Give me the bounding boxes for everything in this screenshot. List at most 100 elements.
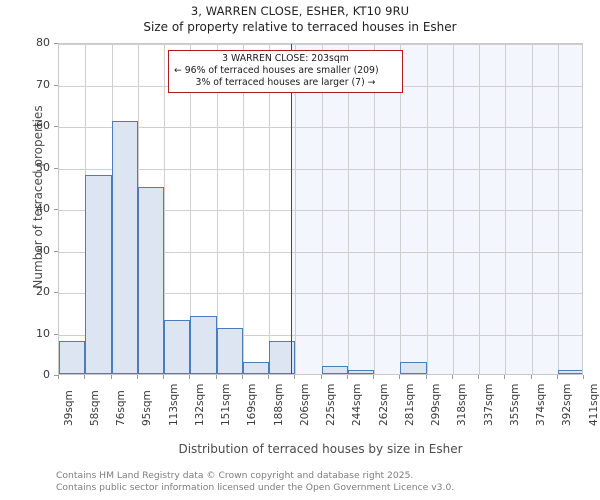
gridline-h — [59, 168, 582, 170]
x-tick-label: 299sqm — [430, 383, 442, 426]
annotation-larger-percent: 3% of terraced houses are larger (7) → — [195, 76, 376, 88]
chart-title: 3, WARREN CLOSE, ESHER, KT10 9RU — [190, 4, 410, 18]
histogram-bar — [242, 361, 269, 374]
y-tick-mark — [54, 333, 58, 335]
x-tick-mark — [530, 375, 532, 379]
histogram-bar — [164, 320, 191, 374]
histogram-bar — [400, 361, 427, 374]
y-tick-mark — [54, 84, 58, 86]
y-tick-label: 10 — [36, 326, 50, 340]
histogram-bar — [347, 369, 374, 374]
x-tick-label: 411sqm — [587, 383, 600, 426]
x-tick-label: 262sqm — [377, 383, 390, 426]
x-tick-label: 95sqm — [141, 390, 154, 426]
histogram-bar — [137, 187, 164, 374]
footer-line-1: Contains HM Land Registry data © Crown c… — [56, 470, 414, 481]
histogram-bar — [216, 328, 243, 374]
gridline-v — [321, 44, 323, 374]
y-tick-label: 60 — [36, 119, 50, 132]
gridline-v — [505, 44, 507, 374]
gridline-v — [216, 44, 218, 374]
gridline-v — [426, 44, 428, 374]
y-axis-label: Number of terraced properties — [31, 105, 45, 289]
x-tick-mark — [346, 375, 348, 379]
x-tick-label: 169sqm — [246, 383, 259, 426]
y-tick-label: 80 — [36, 36, 50, 49]
gridline-v — [190, 44, 192, 374]
x-tick-mark — [504, 375, 506, 379]
y-tick-label: 30 — [36, 243, 50, 257]
y-tick-label: 70 — [36, 77, 50, 91]
x-tick-label: 206sqm — [298, 383, 311, 426]
y-tick-label: 50 — [36, 160, 50, 174]
x-tick-label: 58sqm — [88, 390, 101, 426]
gridline-v — [269, 44, 270, 374]
x-tick-mark — [136, 375, 138, 379]
footer-line-2: Contains public sector information licen… — [56, 482, 455, 494]
gridline-h — [59, 210, 582, 211]
x-tick-mark — [110, 375, 112, 379]
gridline-v — [347, 44, 349, 374]
annotation-smaller-percent: ← 96% of terraced houses are smaller (20… — [174, 64, 379, 76]
x-tick-label: 225sqm — [325, 383, 337, 426]
histogram-bar — [321, 365, 348, 374]
histogram-bar — [557, 369, 582, 374]
x-tick-mark — [399, 375, 401, 379]
gridline-h — [59, 44, 582, 45]
y-tick-label: 20 — [36, 285, 50, 298]
x-tick-mark — [294, 375, 296, 379]
x-tick-label: 39sqm — [62, 390, 75, 426]
x-tick-mark — [425, 375, 427, 379]
y-tick-label: 0 — [43, 368, 50, 381]
x-tick-mark — [320, 375, 322, 379]
y-tick-label: 40 — [36, 202, 50, 215]
x-tick-label: 337sqm — [482, 383, 495, 426]
x-tick-label: 355sqm — [508, 383, 521, 426]
x-tick-label: 374sqm — [535, 383, 547, 426]
x-tick-label: 281sqm — [403, 383, 416, 426]
gridline-v — [374, 44, 375, 374]
x-tick-mark — [451, 375, 453, 379]
footer-attribution: Contains HM Land Registry data © Crown c… — [56, 470, 576, 495]
y-tick-mark — [54, 126, 58, 127]
histogram-bar — [59, 340, 86, 374]
gridline-v — [400, 44, 402, 374]
y-tick-mark — [54, 375, 58, 376]
histogram-bar — [111, 120, 138, 374]
x-tick-label: 132sqm — [193, 383, 206, 426]
y-tick-mark — [54, 250, 58, 252]
annotation-property-size: 3 WARREN CLOSE: 203sqm — [222, 53, 349, 64]
chart-subtitle: Size of property relative to terraced ho… — [143, 20, 457, 34]
property-annotation-box: 3 WARREN CLOSE: 203sqm ← 96% of terraced… — [168, 50, 403, 93]
x-tick-mark — [163, 375, 164, 379]
histogram-bar — [190, 315, 217, 374]
larger-properties-shaded-region — [290, 44, 582, 374]
x-tick-mark — [583, 375, 584, 379]
x-tick-mark — [478, 375, 479, 379]
x-tick-mark — [84, 375, 86, 379]
x-tick-mark — [58, 375, 59, 379]
gridline-v — [452, 44, 454, 374]
y-tick-mark — [54, 43, 58, 44]
x-tick-label: 151sqm — [220, 383, 232, 426]
x-axis-label: Distribution of terraced houses by size … — [178, 442, 463, 456]
plot-area — [58, 43, 583, 375]
x-tick-mark — [556, 375, 558, 379]
gridline-v — [242, 44, 244, 374]
gridline-v — [557, 44, 559, 374]
gridline-h — [59, 334, 582, 336]
histogram-bar — [85, 174, 112, 374]
y-tick-mark — [54, 209, 58, 210]
x-tick-label: 188sqm — [272, 383, 285, 426]
gridline-h — [59, 251, 582, 253]
y-tick-mark — [54, 167, 58, 169]
gridline-v — [295, 44, 297, 374]
x-tick-mark — [373, 375, 374, 379]
x-tick-mark — [241, 375, 243, 379]
x-tick-label: 76sqm — [115, 390, 127, 426]
gridline-v — [531, 44, 533, 374]
gridline-v — [164, 44, 165, 374]
gridline-v — [479, 44, 480, 374]
x-tick-mark — [268, 375, 269, 379]
